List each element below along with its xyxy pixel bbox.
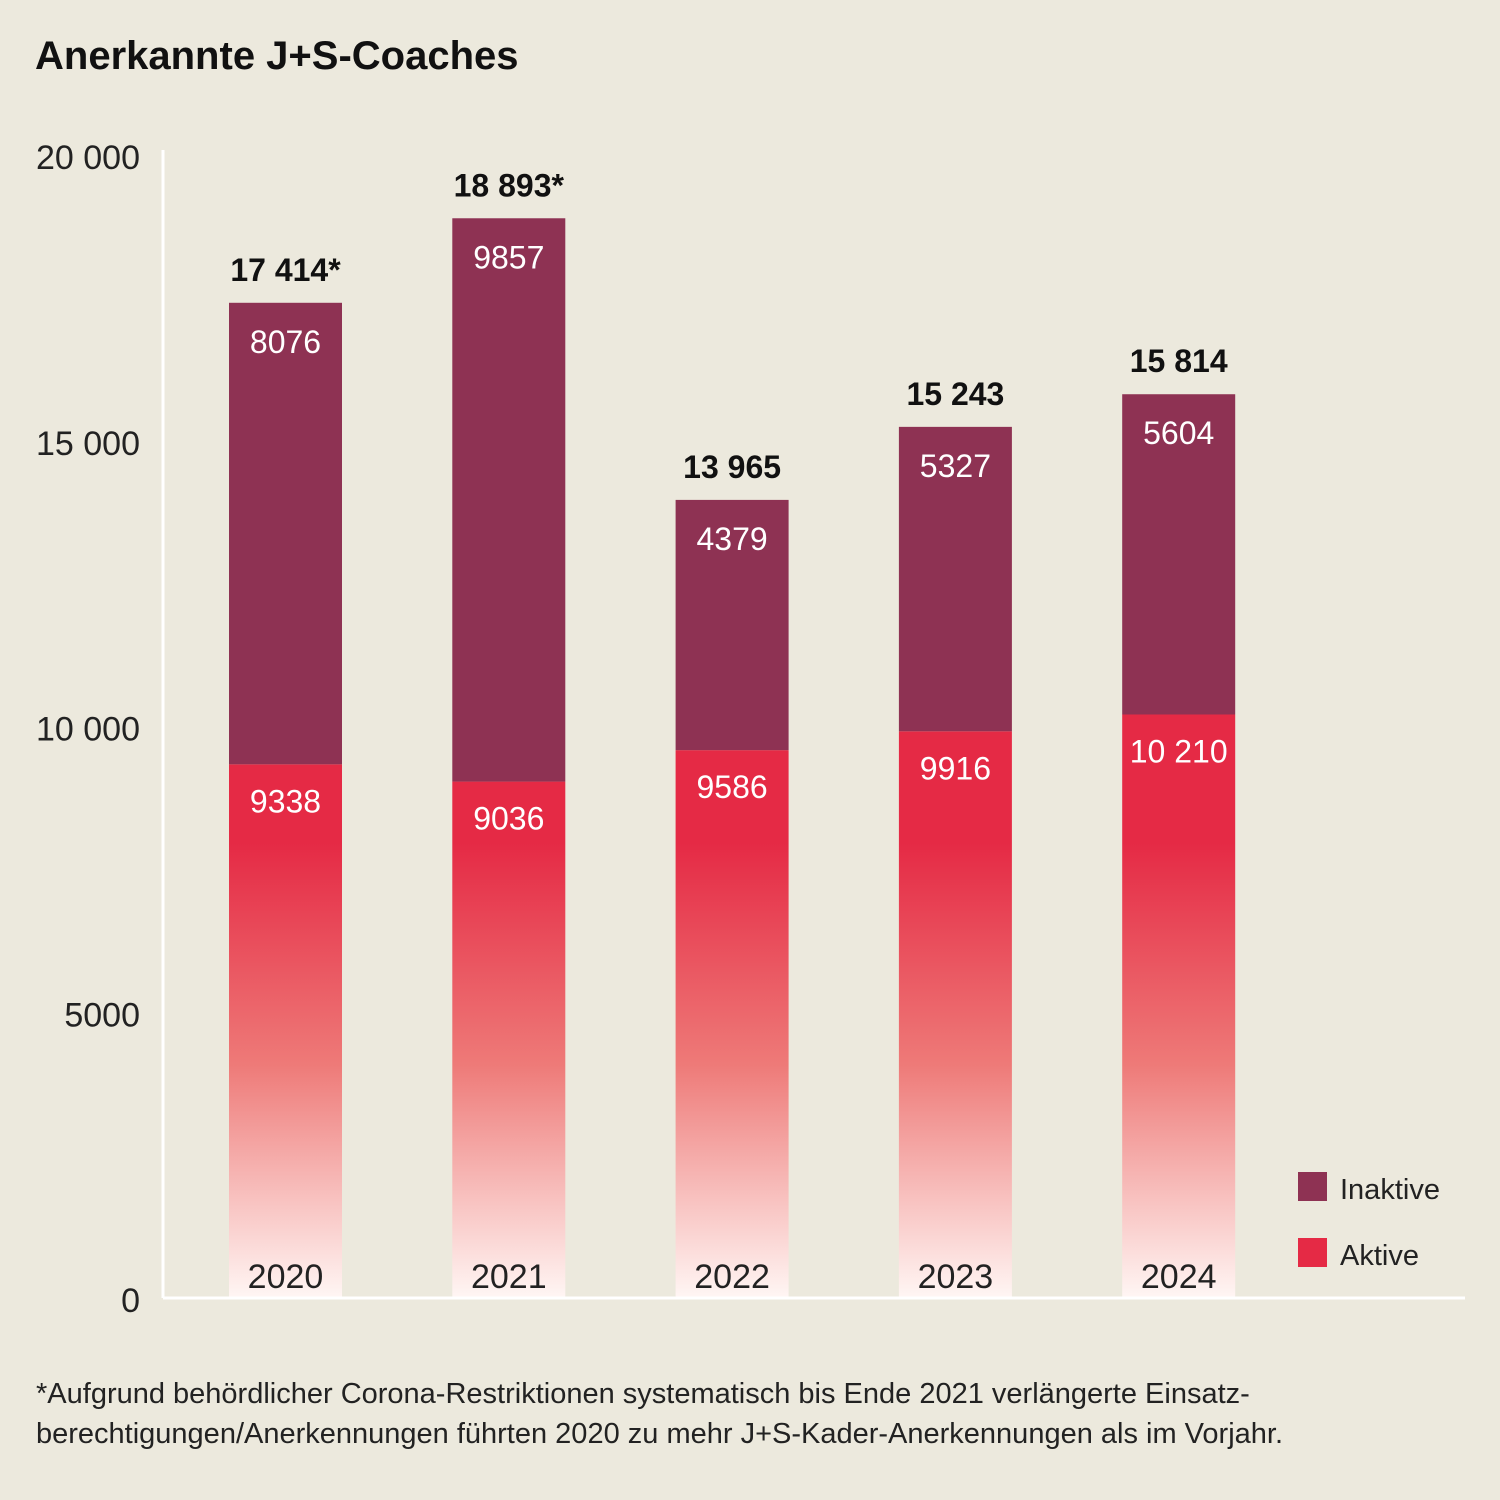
bar-inaktive-2020	[229, 302, 342, 765]
legend-label-aktive: Aktive	[1340, 1240, 1419, 1272]
bar-inaktive-2022	[675, 499, 789, 751]
x-tick-label: 2022	[694, 1258, 770, 1296]
data-label-inaktive: 8076	[250, 324, 321, 360]
legend-label-inaktive: Inaktive	[1340, 1174, 1440, 1206]
x-tick-label: 2020	[248, 1258, 324, 1296]
data-label-total: 15 243	[906, 376, 1004, 412]
bar-inaktive-2023	[898, 426, 1012, 732]
bar-inaktive-2021	[452, 218, 566, 782]
data-label-inaktive: 5604	[1143, 415, 1214, 451]
chart-title: Anerkannte J+S-Coaches	[35, 34, 519, 78]
bar-aktive-2022	[675, 750, 789, 1298]
data-label-inaktive: 9857	[473, 239, 544, 275]
data-label-aktive: 9586	[697, 769, 768, 805]
data-label-total: 13 965	[683, 449, 781, 485]
legend-swatch-inaktive	[1298, 1172, 1327, 1201]
x-tick-label: 2021	[471, 1258, 547, 1296]
data-label-inaktive: 4379	[697, 521, 768, 557]
bar-aktive-2021	[452, 781, 566, 1298]
y-tick-label: 10 000	[36, 711, 140, 749]
bar-aktive-2020	[229, 764, 342, 1298]
data-label-total: 17 414*	[230, 252, 341, 288]
x-tick-label: 2023	[918, 1258, 994, 1296]
data-label-aktive: 10 210	[1130, 733, 1228, 769]
data-label-inaktive: 5327	[920, 448, 991, 484]
bar-aktive-2024	[1122, 714, 1236, 1298]
data-label-aktive: 9036	[473, 801, 544, 837]
bar-aktive-2023	[898, 731, 1012, 1298]
bar-inaktive-2024	[1122, 394, 1236, 715]
y-tick-label: 0	[121, 1282, 140, 1320]
footnote: *Aufgrund behördlicher Corona-Restriktio…	[36, 1378, 1284, 1450]
y-tick-label: 20 000	[36, 139, 140, 177]
y-tick-label: 15 000	[36, 425, 140, 463]
y-tick-label: 5000	[64, 996, 140, 1034]
data-label-aktive: 9916	[920, 750, 991, 786]
data-label-total: 15 814	[1130, 343, 1228, 379]
data-label-total: 18 893*	[454, 167, 565, 203]
x-tick-label: 2024	[1141, 1258, 1217, 1296]
legend-swatch-aktive	[1298, 1238, 1327, 1267]
data-label-aktive: 9338	[250, 783, 321, 819]
